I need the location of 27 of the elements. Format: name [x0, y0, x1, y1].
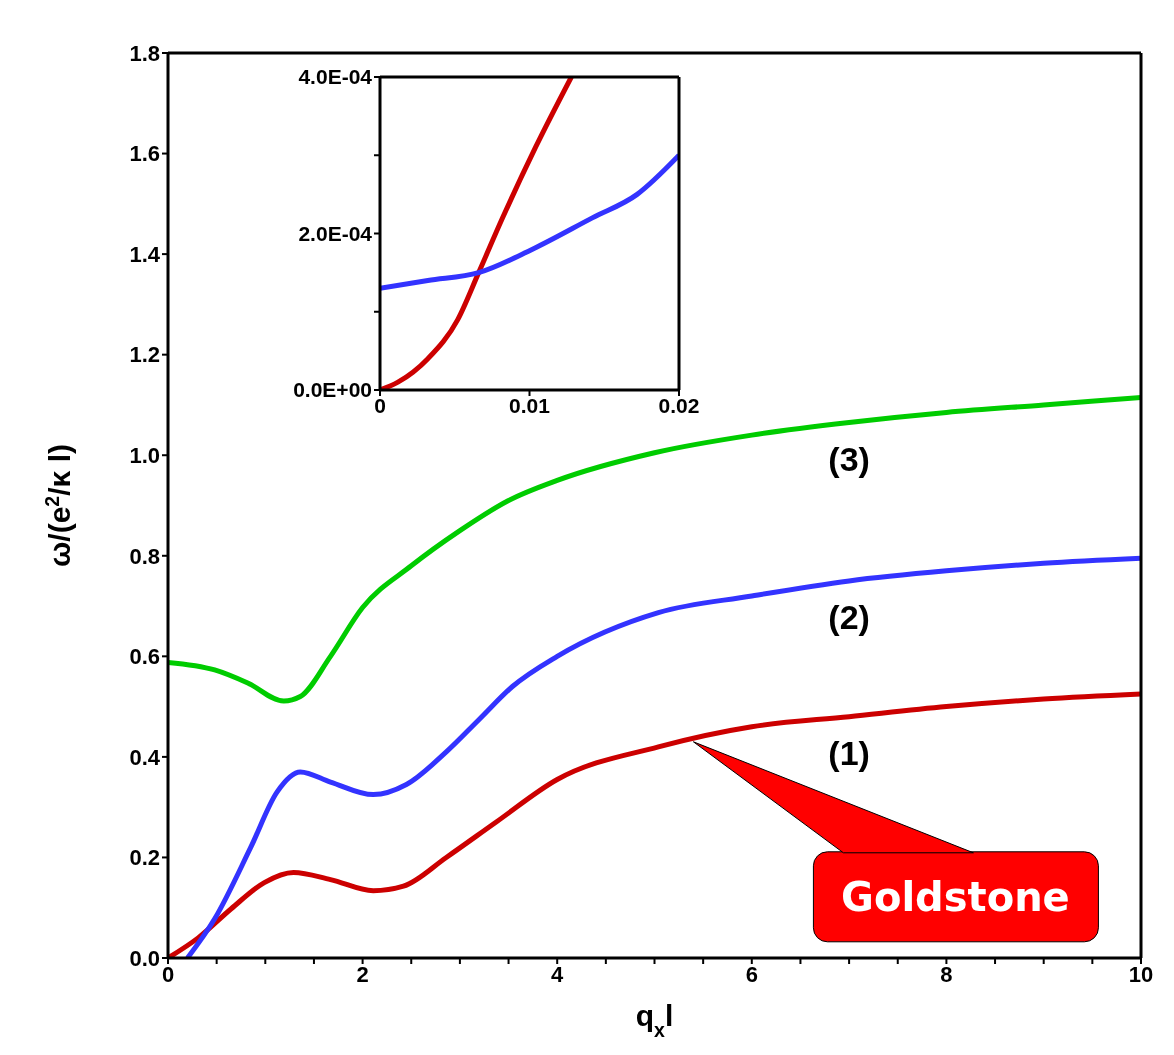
- x-tick-label: 0: [374, 393, 386, 417]
- y-tick-label: 4.0E-04: [298, 65, 373, 89]
- y-tick-label: 0.0: [129, 945, 160, 971]
- x-tick-label: 0: [161, 961, 175, 987]
- y-tick-label: 2.0E-04: [298, 221, 373, 245]
- x-tick-label: 6: [745, 961, 758, 987]
- x-tick-label: 10: [1128, 961, 1154, 987]
- x-tick-label: 8: [940, 961, 953, 987]
- x-tick-label: 4: [551, 961, 565, 987]
- annotation: Goldstone: [841, 873, 1070, 920]
- series-label: (2): [828, 597, 870, 636]
- series-label: (1): [828, 733, 870, 772]
- y-tick-label: 0.6: [129, 644, 160, 670]
- x-tick-label: 0.01: [509, 393, 551, 417]
- y-tick-label: 1.6: [129, 141, 160, 167]
- x-tick-label: 0.02: [658, 393, 700, 417]
- y-tick-label: 1.8: [129, 40, 160, 66]
- y-tick-label: 1.0: [129, 443, 160, 469]
- y-tick-label: 0.2: [129, 845, 160, 871]
- y-tick-label: 1.4: [129, 241, 161, 267]
- y-tick-label: 0.8: [129, 543, 160, 569]
- y-tick-label: 1.2: [129, 342, 160, 368]
- y-tick-label: 0.4: [129, 744, 161, 770]
- series-label: (3): [828, 439, 870, 478]
- x-tick-label: 2: [356, 961, 369, 987]
- y-tick-label: 0.0E+00: [293, 378, 372, 402]
- x-axis-title: q$_{x}$l: [635, 999, 674, 1041]
